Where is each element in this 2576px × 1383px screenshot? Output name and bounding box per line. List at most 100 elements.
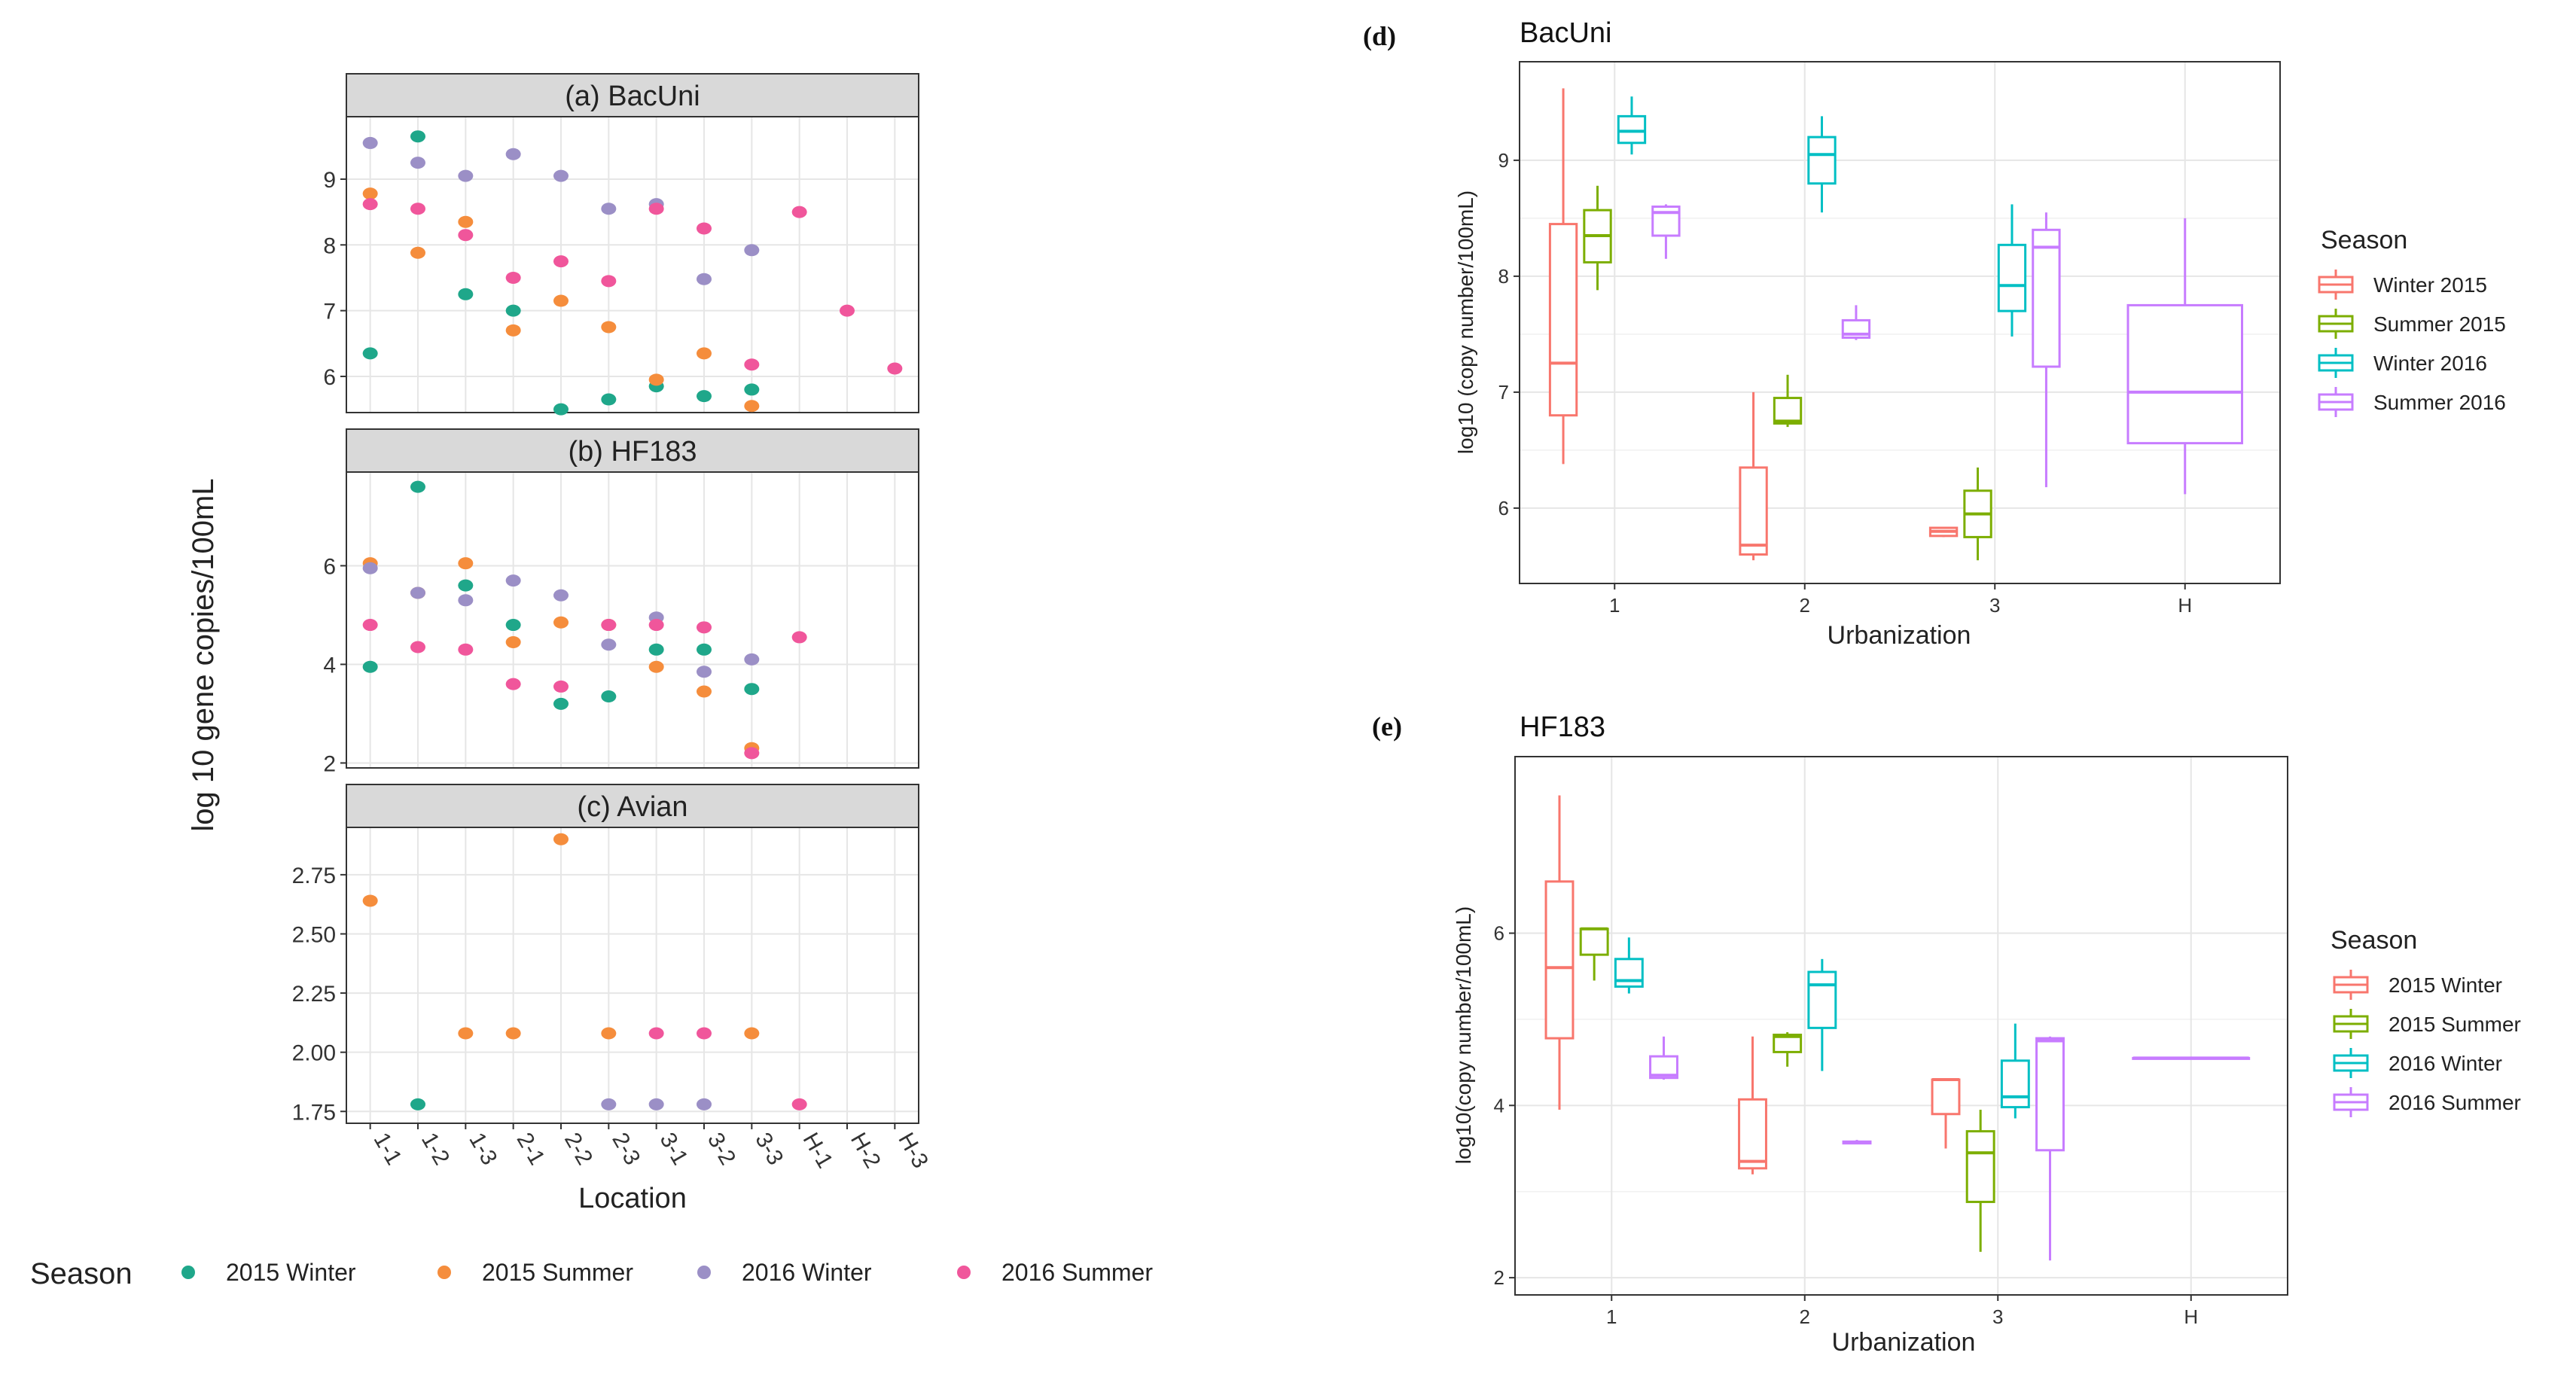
data-point [553,255,569,268]
x-tick-label: 2-3 [607,1129,645,1169]
data-point [362,136,378,149]
facet-0: (a) BacUni 6 7 8 9 [323,73,919,416]
data-point [505,148,521,160]
legend-label: Winter 2015 [2373,273,2487,297]
plot-panel [1514,756,2288,1296]
box-body [1544,880,1575,1040]
data-point [744,1027,760,1040]
y-tick-label: 4 [323,653,336,678]
data-point [697,666,712,678]
data-point [697,390,712,403]
y-tick-label: 6 [323,365,336,390]
y-tick-label: 2.75 [292,864,336,888]
data-point [553,680,569,693]
y-tick-label: 7 [323,300,336,324]
data-point [744,358,760,371]
data-point [410,203,425,215]
legend-label: 2016 Summer [2389,1091,2521,1114]
x-tick-label: 3-1 [655,1129,693,1169]
data-point [410,157,425,169]
data-point [410,246,425,259]
data-point [458,215,474,228]
legend-label: 2015 Summer [2389,1013,2521,1036]
box-body [1614,958,1644,988]
x-tick-label: 3 [1992,1305,2003,1328]
y-tick-label: 9 [323,168,336,193]
y-tick-label: 8 [1498,265,1509,288]
data-point [458,1027,474,1040]
x-tick-label: H-2 [846,1129,886,1172]
y-tick-label: 2 [1494,1266,1504,1289]
data-point [458,579,474,592]
data-point [505,324,521,337]
box-body [1738,1098,1767,1170]
legend-label: 2015 Winter [226,1259,356,1286]
legend-marker [181,1266,195,1279]
data-point [505,1027,521,1040]
data-point [697,273,712,285]
panel-d-y-axis-label: log10 (copy number/100mL) [1454,190,1477,454]
data-point [697,347,712,360]
left-x-axis-label: Location [578,1183,687,1214]
facet-1: (b) HF183 2 4 6 [323,428,919,776]
data-point [601,1027,617,1040]
data-point [840,304,855,317]
data-point [553,403,569,416]
y-tick-label: 6 [323,554,336,579]
data-point [505,678,521,690]
x-tick-label: H-1 [798,1129,838,1172]
data-point [458,594,474,607]
x-tick-label: 1 [1606,1305,1617,1328]
data-point [505,304,521,317]
y-tick-label: 6 [1494,922,1504,945]
legend-label: 2015 Summer [482,1259,633,1286]
x-tick-label: 3 [1989,594,2000,617]
boxplot-panel-0: 6 7 8 9 1 2 3 H Winter 2015 Summer 2015 Winter 201… [1498,61,2506,617]
facet-frame [346,827,919,1124]
data-point [410,641,425,653]
data-point [648,1027,664,1040]
data-point [791,631,807,644]
data-point [648,643,664,656]
x-tick-label: 2-2 [559,1129,597,1169]
left-y-axis-label: log 10 gene copies/100mL [187,478,220,831]
data-point [553,294,569,307]
x-tick-label: 1 [1609,594,1620,617]
chart-layer: (a) BacUni 6 7 8 9 (b) HF183 2 4 6 (c) Avian 1.75 2… [181,61,2521,1328]
data-point [362,619,378,632]
box-body [2035,1037,2065,1152]
x-tick-label: 2-1 [512,1129,550,1169]
box-body [1617,114,1647,145]
data-point [410,130,425,143]
data-point [410,586,425,599]
facet-panel [346,471,919,769]
facet-title: (a) BacUni [565,81,700,112]
data-point [601,321,617,334]
data-point [553,616,569,629]
box-body [1773,1034,1803,1053]
facet-frame [346,471,919,769]
data-point [458,229,474,242]
y-tick-label: 9 [1498,149,1509,172]
data-point [697,621,712,634]
data-point [458,169,474,182]
y-tick-label: 8 [323,233,336,258]
data-point [744,400,760,413]
y-tick-label: 4 [1494,1094,1504,1116]
x-tick-label: 3-3 [750,1129,788,1169]
box-body [1997,243,2027,312]
panel-d-tag: (d) [1363,21,1396,51]
y-tick-label: 2.00 [292,1041,336,1066]
data-point [505,619,521,632]
box-body [2126,303,2243,445]
box-body [1965,1130,1995,1203]
data-point [362,187,378,200]
boxplot-panel-1: 2 4 6 1 2 3 H 2015 Winter 2015 Summer 2016 Winter… [1494,756,2521,1328]
x-tick-label: H [2184,1305,2198,1328]
legend-label: Summer 2016 [2373,391,2506,414]
data-point [697,643,712,656]
data-point [553,697,569,710]
box-body [1807,136,1837,185]
facet-title: (c) Avian [577,791,687,823]
data-point [697,222,712,235]
